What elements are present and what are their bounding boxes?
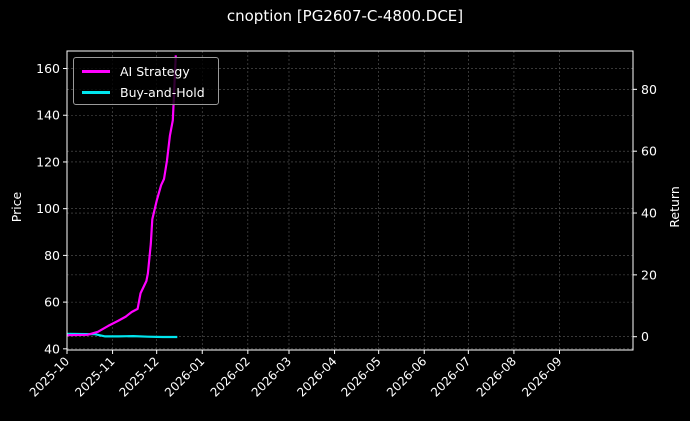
- legend-swatch-ai-icon: [82, 69, 110, 73]
- right-axis-ticks: 0 20 40 60 80: [633, 82, 657, 344]
- legend-item-buy-and-hold: Buy-and-Hold: [82, 82, 205, 102]
- svg-text:80: 80: [44, 248, 60, 263]
- svg-text:160: 160: [36, 61, 60, 76]
- svg-text:100: 100: [36, 201, 60, 216]
- chart-title: cnoption [PG2607-C-4800.DCE]: [226, 7, 464, 25]
- legend-label: Buy-and-Hold: [120, 84, 205, 100]
- svg-text:2026-05: 2026-05: [338, 354, 383, 399]
- svg-text:2026-09: 2026-09: [519, 354, 564, 399]
- left-axis-label: Price: [9, 191, 24, 222]
- data-series: [66, 55, 178, 339]
- svg-text:2025-11: 2025-11: [72, 354, 117, 399]
- svg-text:40: 40: [641, 206, 657, 221]
- svg-text:40: 40: [44, 341, 60, 356]
- svg-text:2026-01: 2026-01: [162, 354, 207, 399]
- legend: AI Strategy Buy-and-Hold: [73, 57, 219, 105]
- svg-text:20: 20: [641, 267, 657, 282]
- left-axis-ticks: 40 60 80 100 120 140 160: [36, 61, 67, 356]
- svg-text:60: 60: [641, 144, 657, 159]
- svg-text:140: 140: [36, 108, 60, 123]
- svg-text:2026-07: 2026-07: [428, 354, 473, 399]
- svg-text:2026-08: 2026-08: [474, 354, 519, 399]
- plot-frame: [66, 50, 634, 351]
- svg-text:2025-10: 2025-10: [27, 354, 72, 399]
- svg-text:2025-12: 2025-12: [116, 354, 161, 399]
- legend-label: AI Strategy: [120, 63, 190, 79]
- svg-text:120: 120: [36, 154, 60, 169]
- svg-text:0: 0: [641, 329, 649, 344]
- svg-text:2026-04: 2026-04: [294, 354, 339, 399]
- right-axis-label: Return: [667, 186, 682, 227]
- legend-swatch-bh-icon: [82, 90, 110, 94]
- svg-text:80: 80: [641, 82, 657, 97]
- svg-text:60: 60: [44, 295, 60, 310]
- legend-item-ai-strategy: AI Strategy: [82, 61, 190, 81]
- svg-text:2026-03: 2026-03: [249, 354, 294, 399]
- svg-text:2026-06: 2026-06: [384, 354, 429, 399]
- svg-text:2026-02: 2026-02: [208, 354, 253, 399]
